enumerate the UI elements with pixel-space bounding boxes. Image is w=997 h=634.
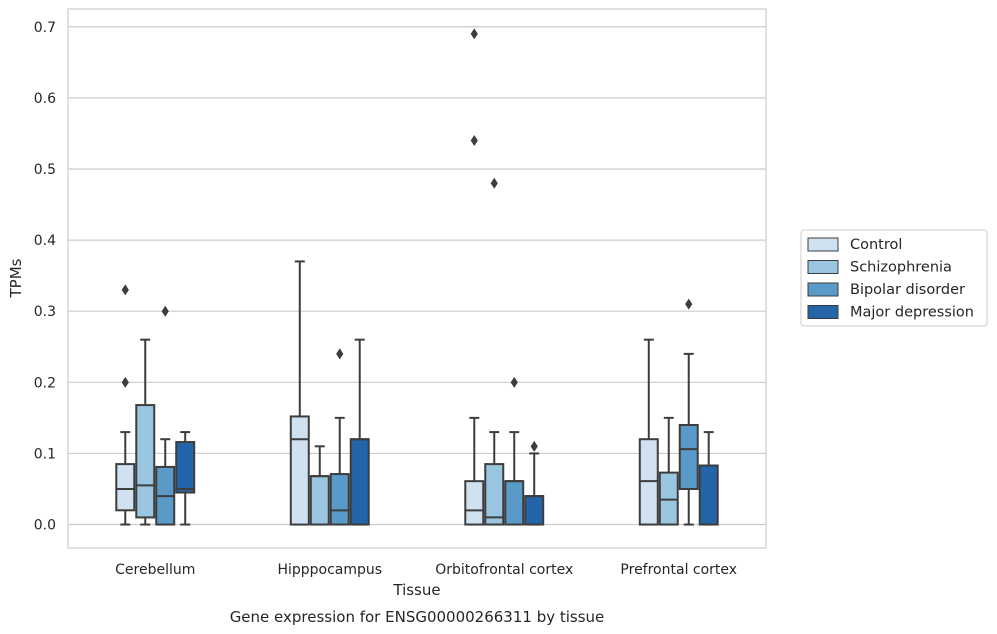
y-tick-labels: 0.0 0.1 0.2 0.3 0.4 0.5 0.6 0.7: [34, 20, 56, 534]
legend-frame: [800, 229, 988, 327]
y-axis-label: TPMs: [7, 258, 25, 298]
y-tick-label: 0.0: [34, 518, 56, 534]
legend-items: Control Schizophrenia Bipolar disorder Majo…: [807, 237, 974, 321]
x-tick-label: Hipppocampus: [277, 562, 382, 578]
box: [135, 404, 156, 519]
outlier-point: [121, 376, 129, 388]
chart-caption: Gene expression for ENSG00000266311 by t…: [230, 608, 605, 626]
outlier-point: [510, 376, 518, 388]
box: [329, 473, 350, 526]
y-tick-label: 0.2: [34, 375, 56, 391]
box: [484, 463, 505, 526]
y-tick-label: 0.6: [34, 91, 56, 107]
outlier-point: [121, 284, 129, 296]
x-axis-label: Tissue: [392, 581, 440, 599]
box: [349, 438, 370, 526]
legend-label: Schizophrenia: [850, 260, 952, 276]
outlier-point: [530, 440, 538, 452]
x-tick-label: Cerebellum: [115, 562, 195, 578]
box-groups: [115, 28, 719, 526]
box: [115, 463, 136, 512]
legend: Control Schizophrenia Bipolar disorder Majo…: [800, 229, 988, 327]
x-tick-label: Prefrontal cortex: [620, 562, 737, 578]
outlier-point: [490, 177, 498, 189]
outlier-point: [161, 305, 169, 317]
legend-label: Control: [850, 237, 902, 253]
box: [309, 475, 330, 526]
legend-swatch: [807, 237, 839, 252]
box: [524, 495, 545, 526]
x-tick-label: Orbitofrontal cortex: [435, 562, 573, 578]
box: [698, 464, 719, 526]
outlier-point: [336, 348, 344, 360]
box: [175, 441, 196, 494]
box-group: [289, 260, 370, 526]
y-tick-label: 0.4: [34, 233, 56, 249]
outlier-point: [470, 135, 478, 147]
y-tick-label: 0.1: [34, 446, 56, 462]
box: [289, 415, 310, 526]
box: [658, 471, 679, 526]
y-tick-label: 0.5: [34, 162, 56, 178]
legend-label: Major depression: [850, 305, 974, 321]
outlier-point: [685, 298, 693, 310]
legend-swatch: [807, 305, 839, 319]
box-group: [638, 298, 719, 526]
box: [504, 480, 525, 526]
box: [678, 423, 699, 490]
y-tick-label: 0.3: [34, 304, 56, 320]
legend-swatch: [807, 282, 839, 297]
x-tick-labels: Cerebellum Hipppocampus Orbitofrontal cort…: [115, 562, 737, 578]
box-group: [115, 284, 196, 526]
legend-label: Bipolar disorder: [850, 282, 965, 298]
legend-swatch: [807, 260, 839, 274]
box: [464, 480, 485, 526]
box-group: [464, 28, 545, 526]
y-tick-label: 0.7: [34, 20, 56, 36]
outlier-point: [470, 28, 478, 40]
